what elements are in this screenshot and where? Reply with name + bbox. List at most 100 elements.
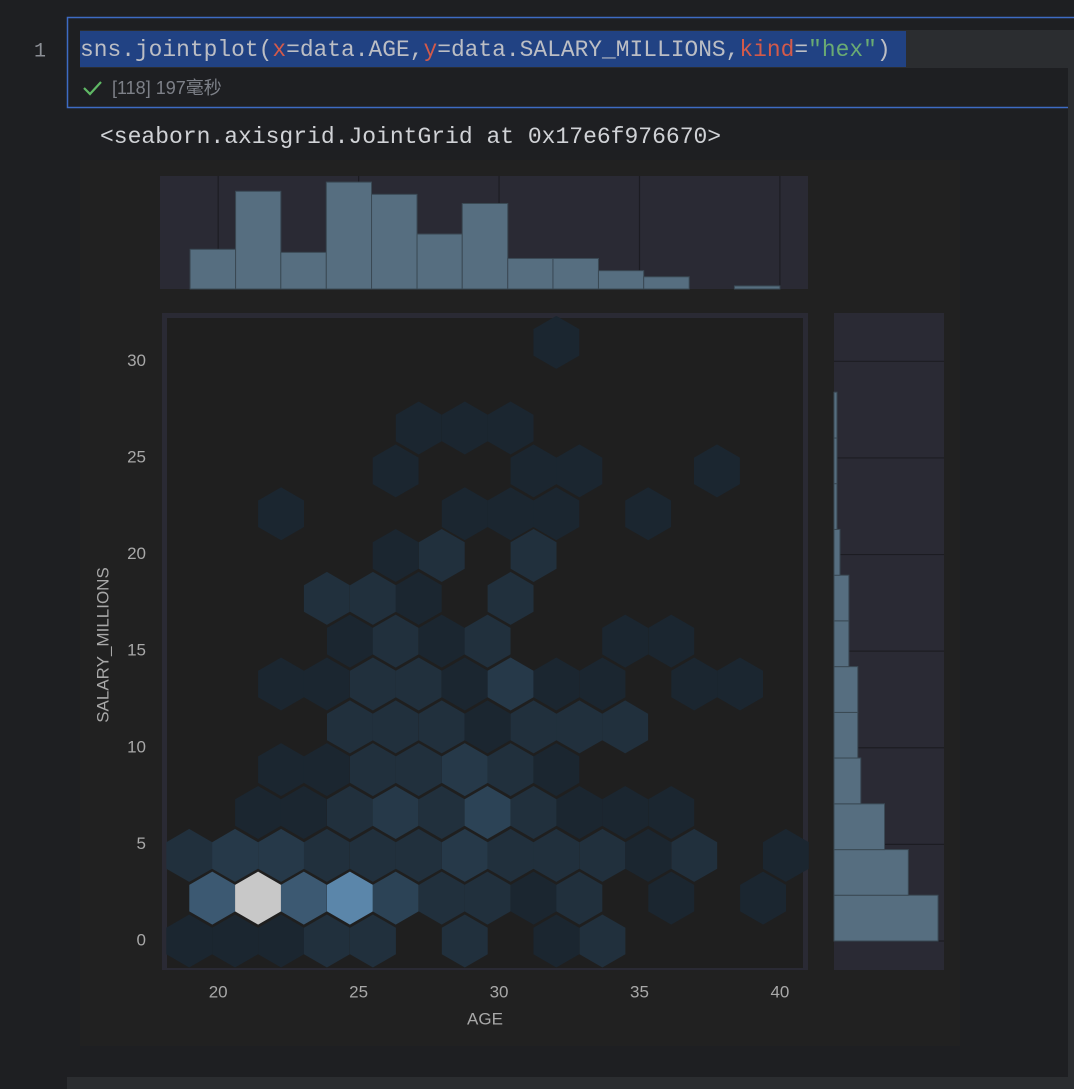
x-tick-label: 25 — [349, 982, 368, 1001]
hex — [372, 614, 419, 668]
hex — [372, 529, 419, 582]
hex — [441, 914, 488, 968]
hex — [487, 743, 534, 797]
scrollbar[interactable] — [1068, 60, 1074, 1080]
hex — [395, 657, 442, 711]
hex — [258, 914, 304, 968]
hex — [625, 828, 672, 882]
code-text[interactable]: sns.jointplot(x=data.AGE,y=data.SALARY_M… — [80, 37, 891, 63]
hex — [395, 401, 442, 455]
hex — [327, 871, 373, 925]
histogram-bar — [833, 437, 838, 485]
code-token: "hex" — [808, 37, 877, 63]
hex — [464, 871, 511, 925]
hex — [625, 487, 672, 541]
y-tick-label: 30 — [127, 351, 146, 370]
hex — [671, 828, 718, 882]
histogram-bar — [461, 202, 509, 290]
hex — [510, 529, 557, 582]
hex — [280, 786, 327, 839]
hex — [717, 657, 763, 711]
hex — [510, 700, 557, 754]
hex — [441, 828, 488, 882]
y-tick-label: 5 — [137, 834, 146, 853]
hex — [648, 871, 695, 925]
hex — [258, 487, 304, 541]
code-token: y — [423, 37, 437, 63]
hex — [441, 657, 488, 711]
histogram-bar — [552, 257, 599, 290]
hex — [303, 657, 350, 711]
histogram-bar — [833, 483, 838, 530]
hex — [327, 614, 373, 668]
hex — [418, 614, 465, 668]
hex — [556, 700, 603, 754]
hex — [303, 571, 350, 625]
histogram-bar — [833, 528, 841, 576]
hex — [418, 529, 465, 582]
next-cell — [67, 1077, 1074, 1089]
histogram-bar — [371, 193, 418, 290]
hex — [487, 401, 534, 455]
hex — [556, 871, 603, 925]
hex — [395, 743, 442, 797]
hex — [166, 828, 213, 882]
y-tick-label: 10 — [127, 737, 146, 756]
histogram-bar — [507, 257, 554, 290]
hex — [350, 914, 396, 968]
selection — [80, 31, 906, 67]
histogram-bar — [833, 849, 909, 896]
histogram-bar — [833, 711, 859, 759]
hex — [258, 828, 304, 882]
hex — [418, 786, 465, 839]
x-tick-label: 20 — [209, 982, 228, 1001]
x-axis-label: AGE — [467, 1009, 503, 1028]
histogram-bar — [643, 276, 690, 290]
hex — [441, 487, 488, 541]
hex — [235, 786, 281, 839]
hex — [464, 786, 511, 839]
hex — [350, 657, 396, 711]
hex — [487, 571, 534, 625]
hex — [740, 871, 786, 925]
hex — [441, 743, 488, 797]
histogram-bar — [416, 233, 463, 290]
hex — [258, 657, 304, 711]
hex — [671, 657, 718, 711]
hex — [533, 657, 580, 711]
hex — [418, 871, 465, 925]
histogram-bar — [833, 574, 850, 622]
hex — [487, 487, 534, 541]
hex — [556, 786, 603, 839]
histogram-bar — [833, 620, 850, 668]
hex — [464, 614, 511, 668]
hex — [648, 614, 695, 668]
code-token: =data.AGE, — [286, 37, 423, 63]
hex — [487, 657, 534, 711]
y-tick-label: 0 — [137, 930, 146, 949]
hex — [372, 871, 419, 925]
hex — [533, 828, 580, 882]
hex — [579, 657, 626, 711]
histogram-bar — [833, 803, 886, 851]
histogram-bar — [597, 270, 645, 290]
hex — [418, 700, 465, 754]
hex — [327, 786, 373, 839]
hex — [510, 444, 557, 498]
x-tick-label: 35 — [630, 982, 649, 1001]
hex — [350, 571, 396, 625]
histogram-bar — [833, 757, 862, 805]
success-check — [83, 81, 102, 96]
histogram-bar — [280, 251, 327, 290]
hex — [327, 700, 373, 754]
hex — [212, 828, 258, 882]
y-tick-label: 20 — [127, 544, 146, 563]
hex — [579, 914, 626, 968]
hex — [556, 444, 603, 498]
hex — [395, 828, 442, 882]
histogram-bar — [833, 391, 838, 439]
hex — [280, 871, 327, 925]
hex — [350, 828, 396, 882]
hex — [648, 786, 695, 839]
